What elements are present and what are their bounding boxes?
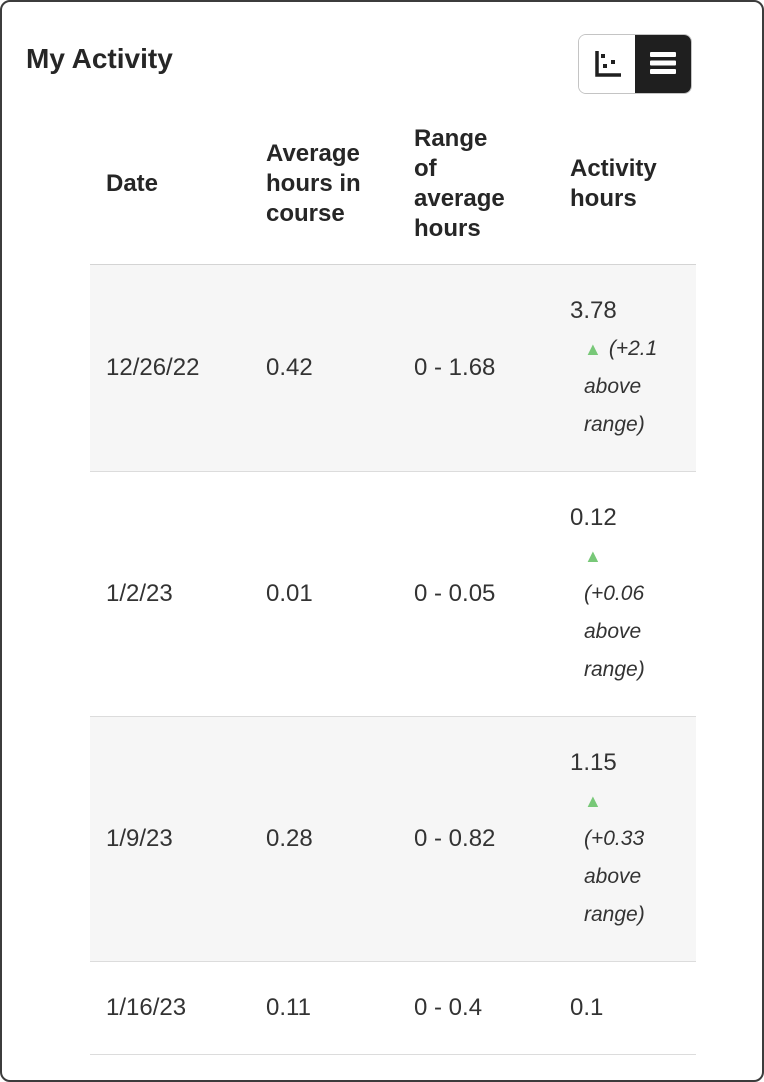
column-header-activity-hours: Activity hours (554, 104, 696, 265)
activity-hours-cell: 0.12 ▲ (+0.06 above range) (554, 471, 696, 717)
activity-table-wrap: Date Average hours in course Range of av… (90, 104, 696, 1055)
column-header-average-hours: Average hours in course (250, 104, 398, 265)
table-row: 12/26/22 0.42 0 - 1.68 3.78 ▲ (+2.1 abov… (90, 264, 696, 472)
date-cell: 1/16/23 (90, 961, 250, 1055)
table-row: 1/9/23 0.28 0 - 0.82 1.15 ▲ (+0.33 above… (90, 716, 696, 962)
activity-hours-cell: 0.1 (554, 961, 696, 1055)
activity-hours-value: 0.1 (570, 994, 604, 1021)
trend-note: (+2.1 above range) (584, 337, 658, 436)
average-hours-cell: 0.01 (250, 471, 398, 717)
trend-up-icon: ▲ (584, 791, 602, 811)
range-cell: 0 - 1.68 (398, 264, 554, 472)
average-hours-cell: 0.11 (250, 961, 398, 1055)
column-header-range: Range of average hours (398, 104, 554, 265)
range-cell: 0 - 0.4 (398, 961, 554, 1055)
date-cell: 1/2/23 (90, 471, 250, 717)
date-cell: 12/26/22 (90, 264, 250, 472)
activity-hours-cell: 1.15 ▲ (+0.33 above range) (554, 716, 696, 962)
trend-badge: ▲ (+0.33 above range) (584, 782, 662, 934)
activity-hours-value: 0.12 (570, 504, 617, 531)
trend-badge: ▲ (+0.06 above range) (584, 537, 662, 689)
chart-view-button[interactable] (579, 35, 635, 93)
average-hours-cell: 0.42 (250, 264, 398, 472)
average-hours-cell: 0.28 (250, 716, 398, 962)
trend-up-icon: ▲ (584, 339, 607, 359)
page-header: My Activity (2, 2, 762, 94)
table-row: 1/2/23 0.01 0 - 0.05 0.12 ▲ (+0.06 above… (90, 471, 696, 717)
trend-up-icon: ▲ (584, 546, 602, 566)
activity-hours-cell: 3.78 ▲ (+2.1 above range) (554, 264, 696, 472)
trend-badge: ▲ (+2.1 above range) (584, 330, 662, 444)
view-toggle-group (578, 34, 692, 94)
activity-table: Date Average hours in course Range of av… (90, 104, 696, 1055)
table-view-button[interactable] (635, 35, 691, 93)
trend-note: (+0.33 above range) (584, 827, 645, 926)
activity-hours-value: 3.78 (570, 297, 617, 324)
date-cell: 1/9/23 (90, 716, 250, 962)
trend-note: (+0.06 above range) (584, 582, 645, 681)
table-header-row: Date Average hours in course Range of av… (90, 104, 696, 265)
list-icon (649, 50, 677, 79)
scatter-chart-icon (592, 48, 622, 81)
page-title: My Activity (26, 43, 173, 74)
range-cell: 0 - 0.82 (398, 716, 554, 962)
table-row: 1/16/23 0.11 0 - 0.4 0.1 (90, 961, 696, 1055)
column-header-date: Date (90, 104, 250, 265)
range-cell: 0 - 0.05 (398, 471, 554, 717)
activity-hours-value: 1.15 (570, 749, 617, 776)
